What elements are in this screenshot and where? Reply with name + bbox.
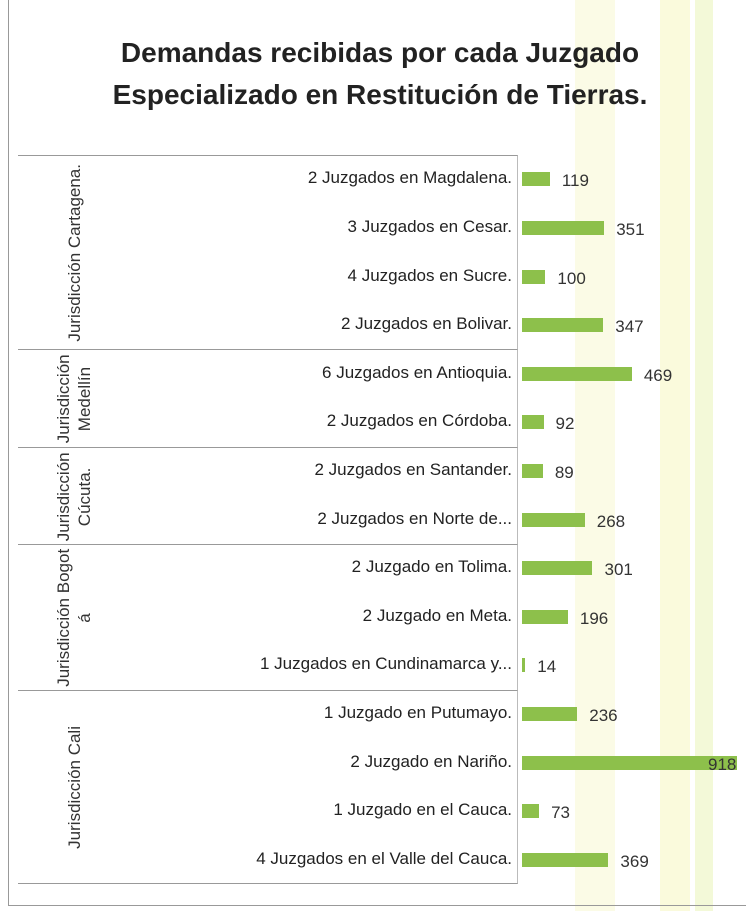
group-label-cell: Jurisdicción Cartagena. xyxy=(18,156,130,350)
bar xyxy=(522,220,605,235)
category-label: 2 Juzgado en Meta. xyxy=(362,605,512,625)
value-label: 918 xyxy=(708,754,737,774)
background-stripe xyxy=(695,0,713,911)
category-label: 6 Juzgados en Antioquia. xyxy=(322,362,512,382)
category-label: 2 Juzgados en Córdoba. xyxy=(326,411,512,431)
category-label: 2 Juzgados en Bolivar. xyxy=(340,314,512,334)
group-label-cell: Jurisdicción Bogotá xyxy=(18,545,130,691)
group-label-cell: Jurisdicción Medellín xyxy=(18,350,130,447)
bar xyxy=(522,415,544,430)
category-label: 2 Juzgados en Norte de... xyxy=(317,508,512,528)
bar xyxy=(522,512,585,527)
category-label: 1 Juzgados en Cundinamarca y... xyxy=(260,654,512,674)
value-label: 351 xyxy=(616,219,645,239)
category-label: 4 Juzgados en el Valle del Cauca. xyxy=(256,848,512,868)
group-label: Jurisdicción Cali xyxy=(64,726,84,850)
category-label: 3 Juzgados en Cesar. xyxy=(347,216,512,236)
bar xyxy=(522,852,609,867)
category-label: 2 Juzgados en Magdalena. xyxy=(307,168,512,188)
group-box: Jurisdicción Cartagena. xyxy=(18,155,518,350)
bar xyxy=(522,366,632,381)
value-label: 369 xyxy=(620,851,649,871)
group-box: Jurisdicción Cúcuta. xyxy=(18,446,518,545)
value-label: 196 xyxy=(579,608,609,628)
group-label: Jurisdicción Bogotá xyxy=(54,548,94,687)
chart-title: Demandas recibidas por cada Juzgado Espe… xyxy=(112,37,648,110)
group-box: Jurisdicción Medellín xyxy=(18,349,518,447)
value-label: 73 xyxy=(551,803,571,823)
group-label-cell: Jurisdicción Cúcuta. xyxy=(18,448,130,545)
value-label: 347 xyxy=(615,317,644,337)
bar xyxy=(522,706,578,721)
bar xyxy=(522,755,737,770)
bar xyxy=(522,804,540,819)
bar xyxy=(522,609,568,624)
group-box: Jurisdicción Bogotá xyxy=(18,543,518,691)
category-label: 1 Juzgado en el Cauca. xyxy=(333,800,512,820)
value-label: 119 xyxy=(561,171,589,191)
group-label: Jurisdicción Cartagena. xyxy=(64,164,84,343)
bar xyxy=(522,172,550,187)
group-label: Jurisdicción Medellín xyxy=(54,354,94,444)
value-label: 268 xyxy=(596,511,626,531)
bar xyxy=(522,269,546,284)
bar xyxy=(522,561,593,576)
category-label: 1 Juzgado en Putumayo. xyxy=(323,702,512,722)
chart-frame xyxy=(8,0,746,906)
bar xyxy=(522,463,543,478)
group-label: Jurisdicción Cúcuta. xyxy=(54,451,94,541)
value-label: 100 xyxy=(557,268,586,288)
category-label: 4 Juzgados en Sucre. xyxy=(347,265,512,285)
category-label: 2 Juzgado en Tolima. xyxy=(351,557,512,577)
value-label: 92 xyxy=(555,414,575,434)
group-box: Jurisdicción Cali xyxy=(18,689,518,885)
value-label: 236 xyxy=(589,705,618,725)
value-label: 301 xyxy=(604,560,633,580)
value-label: 14 xyxy=(537,657,557,677)
bar xyxy=(522,318,604,333)
value-label: 89 xyxy=(554,462,574,482)
group-label-cell: Jurisdicción Cali xyxy=(18,691,130,885)
category-label: 2 Juzgados en Santander. xyxy=(314,459,512,479)
bar xyxy=(522,658,526,673)
value-label: 469 xyxy=(643,365,673,385)
category-label: 2 Juzgado en Nariño. xyxy=(350,751,512,771)
